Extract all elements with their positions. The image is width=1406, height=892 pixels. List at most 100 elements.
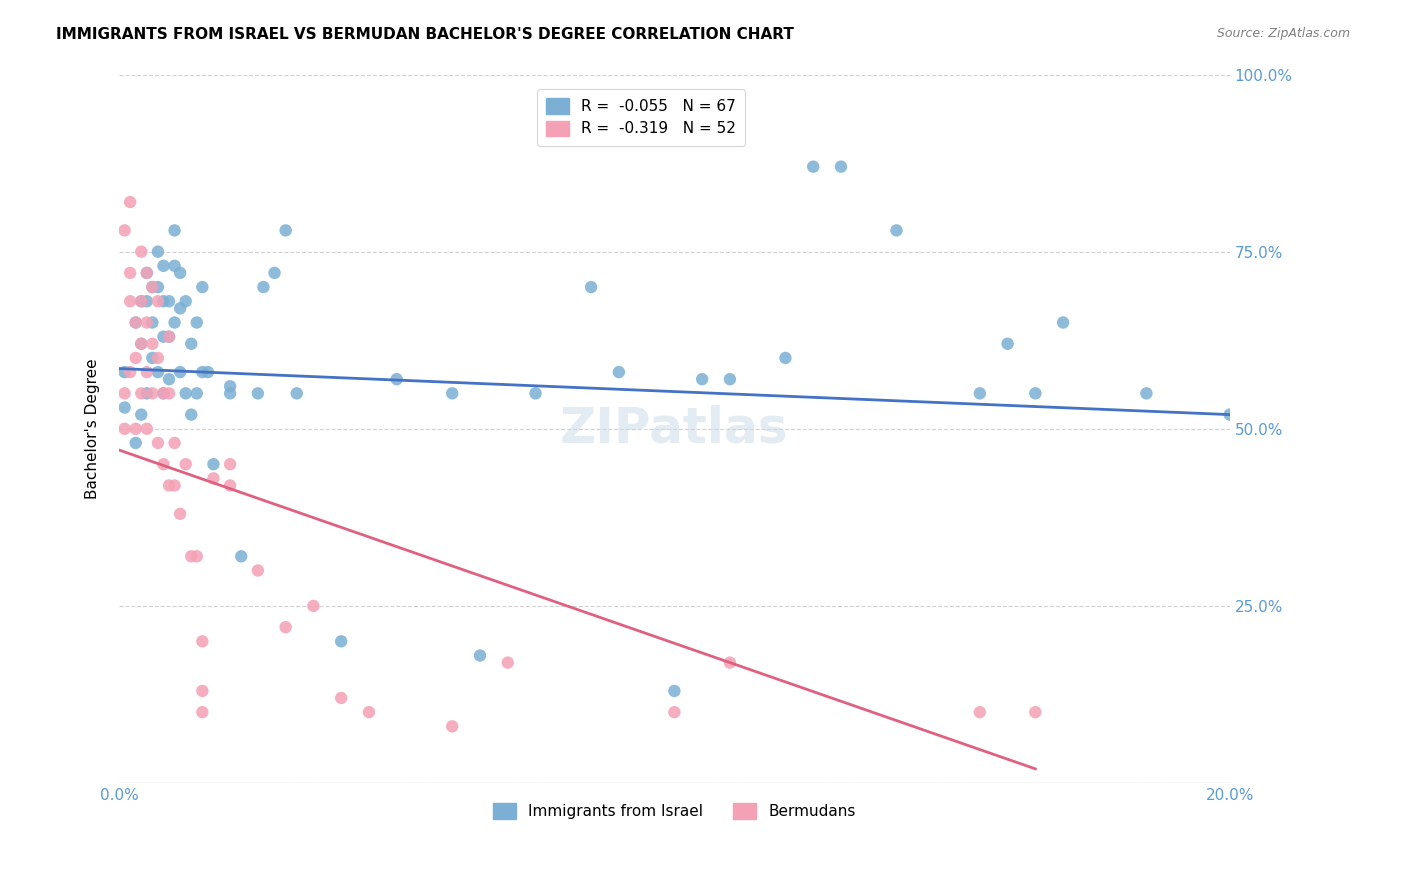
Point (886, 223, 908, 237)
Point (135, 365, 157, 379)
Point (664, 684, 686, 698)
Point (163, 259, 186, 273)
Point (157, 329, 180, 343)
Point (219, 386, 242, 401)
Point (169, 507, 191, 521)
Point (152, 386, 174, 401)
Point (191, 365, 214, 379)
Point (125, 351, 148, 365)
Point (186, 316, 208, 330)
Point (169, 266, 191, 280)
Point (135, 266, 157, 280)
Point (180, 408, 202, 422)
Point (274, 620, 297, 634)
Point (146, 294, 169, 309)
Point (141, 386, 163, 401)
Point (1135, 386, 1157, 401)
Point (125, 316, 148, 330)
Point (169, 365, 191, 379)
Point (357, 705, 380, 719)
Point (174, 457, 197, 471)
Point (191, 280, 214, 294)
Y-axis label: Bachelor's Degree: Bachelor's Degree (86, 359, 100, 500)
Point (141, 336, 163, 351)
Point (120, 294, 142, 309)
Point (146, 351, 169, 365)
Point (141, 280, 163, 294)
Legend: Immigrants from Israel, Bermudans: Immigrants from Israel, Bermudans (486, 797, 862, 825)
Point (330, 691, 353, 706)
Point (163, 223, 186, 237)
Point (330, 634, 353, 648)
Point (146, 436, 169, 450)
Point (135, 316, 157, 330)
Point (1024, 705, 1046, 719)
Point (174, 386, 197, 401)
Point (146, 244, 169, 259)
Point (114, 223, 136, 237)
Point (157, 372, 180, 386)
Point (152, 294, 174, 309)
Point (157, 386, 180, 401)
Point (246, 564, 269, 578)
Point (718, 372, 741, 386)
Point (969, 386, 991, 401)
Point (125, 422, 148, 436)
Point (114, 365, 136, 379)
Point (129, 294, 152, 309)
Point (125, 316, 148, 330)
Point (114, 401, 136, 415)
Point (718, 656, 741, 670)
Point (775, 351, 797, 365)
Point (163, 478, 186, 492)
Point (607, 365, 630, 379)
Point (441, 386, 464, 401)
Point (129, 386, 152, 401)
Point (157, 294, 180, 309)
Point (285, 386, 308, 401)
Point (146, 365, 169, 379)
Point (830, 160, 852, 174)
Point (690, 372, 713, 386)
Point (191, 684, 214, 698)
Point (186, 386, 208, 401)
Text: IMMIGRANTS FROM ISRAEL VS BERMUDAN BACHELOR'S DEGREE CORRELATION CHART: IMMIGRANTS FROM ISRAEL VS BERMUDAN BACHE… (56, 27, 794, 42)
Point (191, 634, 214, 648)
Point (125, 436, 148, 450)
Point (202, 457, 225, 471)
Point (157, 478, 180, 492)
Point (120, 195, 142, 210)
Text: ZIPatlas: ZIPatlas (560, 405, 789, 453)
Point (169, 301, 191, 316)
Point (219, 478, 242, 492)
Point (141, 351, 163, 365)
Point (1219, 408, 1241, 422)
Point (180, 549, 202, 564)
Point (496, 656, 519, 670)
Point (163, 436, 186, 450)
Point (664, 705, 686, 719)
Point (129, 244, 152, 259)
Point (141, 316, 163, 330)
Point (191, 705, 214, 719)
Point (252, 280, 274, 294)
Point (163, 316, 186, 330)
Point (219, 457, 242, 471)
Point (468, 648, 491, 663)
Point (141, 280, 163, 294)
Point (274, 223, 297, 237)
Point (152, 329, 174, 343)
Point (135, 294, 157, 309)
Point (997, 336, 1019, 351)
Point (202, 471, 225, 485)
Point (801, 160, 824, 174)
Point (135, 386, 157, 401)
Point (263, 266, 285, 280)
Point (180, 336, 202, 351)
Point (120, 266, 142, 280)
Point (129, 336, 152, 351)
Point (135, 266, 157, 280)
Point (174, 294, 197, 309)
Point (1052, 316, 1074, 330)
Point (152, 386, 174, 401)
